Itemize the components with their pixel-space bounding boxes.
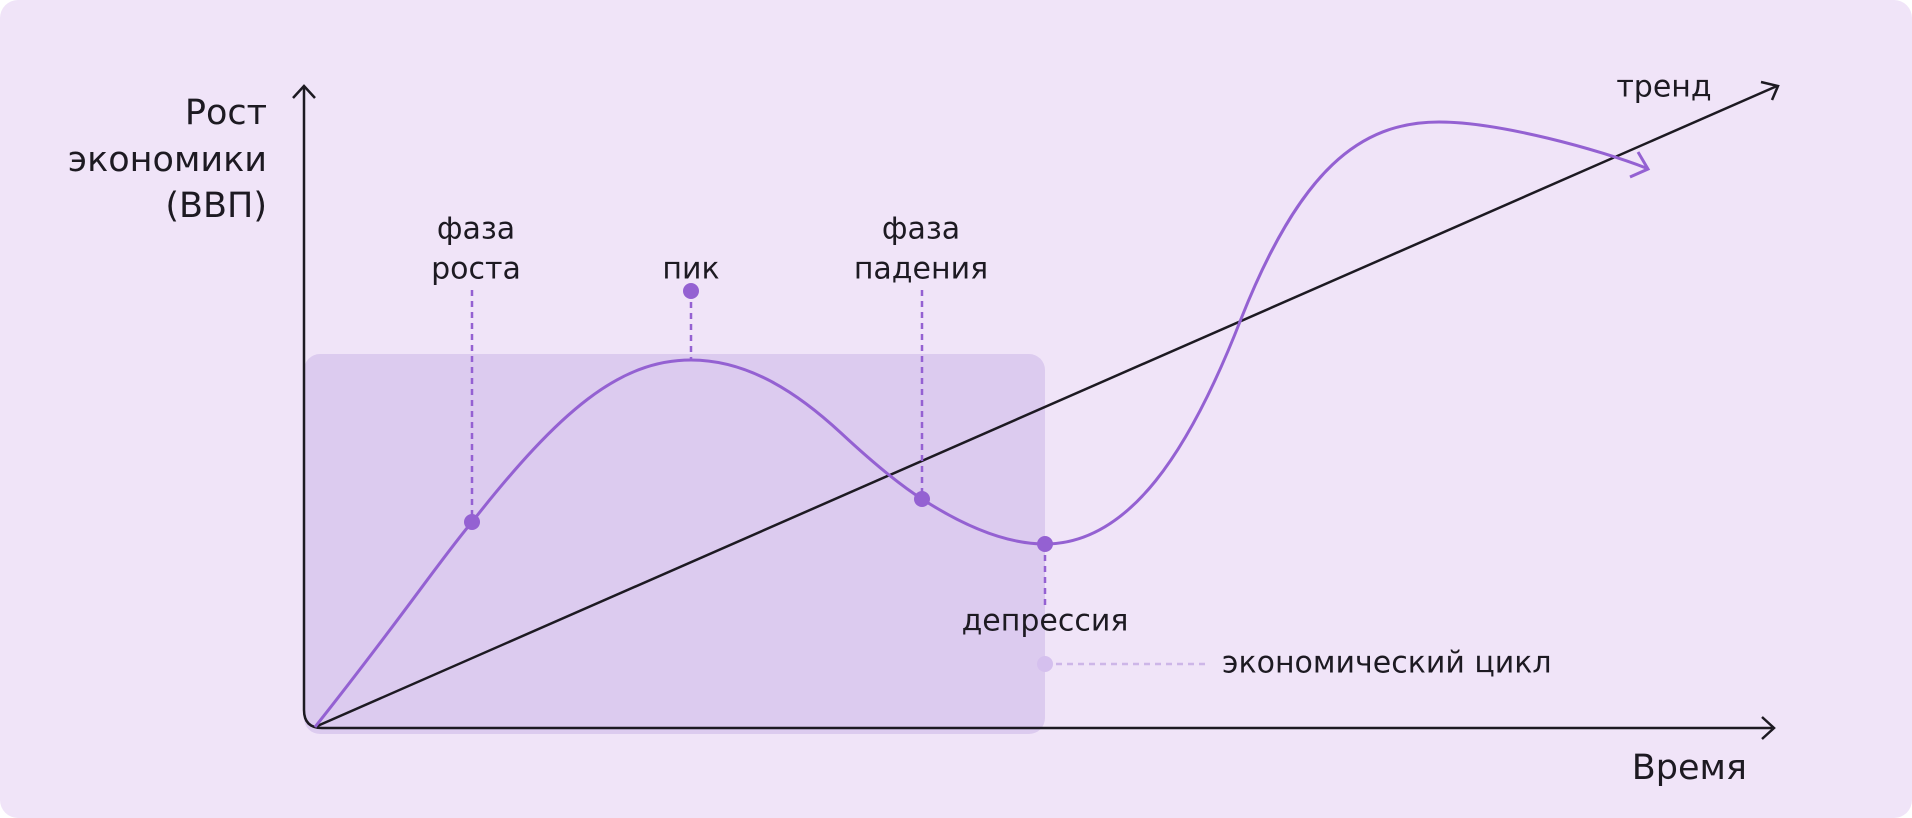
legend-dot — [1037, 656, 1053, 672]
point — [1037, 536, 1053, 552]
trend-line — [314, 84, 1778, 729]
y-axis-label: экономики — [68, 140, 267, 180]
y-arrow — [292, 84, 316, 99]
legend-label: экономический цикл — [1222, 646, 1552, 681]
axes — [302, 88, 1772, 730]
points — [464, 283, 1053, 552]
trend-label: тренд — [1616, 70, 1711, 105]
point — [464, 514, 480, 530]
x-axis-label: Время — [1632, 748, 1747, 788]
annotation: фаза — [882, 212, 960, 247]
annotation: роста — [431, 252, 521, 287]
point — [683, 283, 699, 299]
point — [914, 491, 930, 507]
leaders — [470, 290, 1047, 606]
annotation: фаза — [437, 212, 515, 247]
cycle-curve — [313, 120, 1647, 728]
cycle-area — [304, 354, 1045, 734]
annotation: падения — [854, 252, 988, 287]
cycle-arrow — [1629, 151, 1651, 179]
trend-arrow — [1760, 80, 1780, 101]
y-axis-label: Рост — [185, 93, 267, 133]
annotation: пик — [662, 252, 719, 287]
y-axis-label: (ВВП) — [165, 186, 267, 226]
annotation: депрессия — [962, 604, 1129, 639]
x-arrow — [1761, 716, 1776, 740]
